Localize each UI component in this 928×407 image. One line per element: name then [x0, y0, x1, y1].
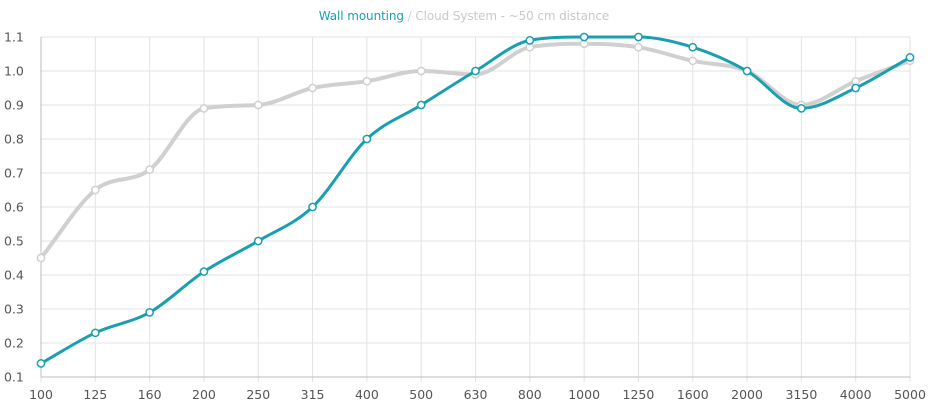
chart-title: Wall mounting / Cloud System - ~50 cm di…: [0, 9, 928, 23]
title-series-wall[interactable]: Wall mounting: [318, 9, 404, 23]
x-tick-label: 315: [301, 387, 325, 402]
data-point-wall-mounting[interactable]: [362, 134, 372, 144]
data-point-wall-mounting[interactable]: [90, 328, 100, 338]
x-tick-label: 1250: [623, 387, 655, 402]
y-tick-label: 0.5: [4, 234, 24, 249]
data-point-wall-mounting[interactable]: [905, 53, 915, 62]
x-tick-label: 4000: [840, 387, 872, 402]
data-point-cloud-system-50-cm-distance[interactable]: [634, 42, 643, 52]
data-point-wall-mounting[interactable]: [688, 42, 698, 52]
y-tick-label: 0.7: [4, 166, 24, 181]
x-tick-label: 1600: [677, 387, 709, 402]
data-point-cloud-system-50-cm-distance[interactable]: [688, 56, 698, 66]
x-tick-label: 160: [138, 387, 162, 402]
x-tick-label: 100: [29, 387, 53, 402]
data-point-wall-mounting[interactable]: [145, 308, 154, 317]
x-tick-label: 3150: [785, 387, 817, 402]
x-tick-label: 500: [409, 387, 433, 402]
data-point-wall-mounting[interactable]: [797, 104, 806, 113]
x-tick-label: 200: [192, 387, 216, 402]
y-tick-label: 1.1: [4, 30, 24, 45]
data-point-wall-mounting[interactable]: [199, 267, 209, 276]
series-line-wall-mounting[interactable]: [39, 35, 912, 365]
data-point-wall-mounting[interactable]: [416, 100, 426, 110]
data-point-wall-mounting[interactable]: [308, 202, 317, 212]
y-tick-label: 0.2: [4, 336, 24, 351]
data-point-cloud-system-50-cm-distance[interactable]: [362, 76, 372, 86]
data-point-wall-mounting[interactable]: [634, 32, 643, 42]
x-tick-label: 125: [83, 387, 107, 402]
y-tick-label: 0.3: [4, 302, 24, 317]
data-point-cloud-system-50-cm-distance[interactable]: [253, 100, 263, 110]
data-point-cloud-system-50-cm-distance[interactable]: [199, 104, 209, 113]
data-point-wall-mounting[interactable]: [525, 36, 535, 45]
data-point-cloud-system-50-cm-distance[interactable]: [145, 165, 154, 174]
title-series-cloud[interactable]: Cloud System - ~50 cm distance: [415, 9, 610, 23]
data-point-cloud-system-50-cm-distance[interactable]: [36, 253, 46, 263]
data-point-cloud-system-50-cm-distance[interactable]: [90, 185, 100, 195]
data-point-wall-mounting[interactable]: [742, 66, 752, 76]
data-point-cloud-system-50-cm-distance[interactable]: [416, 66, 426, 76]
series-wall-mounting: [36, 32, 915, 368]
data-point-wall-mounting[interactable]: [579, 32, 589, 42]
x-tick-label: 1000: [568, 387, 600, 402]
x-tick-label: 5000: [894, 387, 926, 402]
y-tick-label: 0.1: [4, 370, 24, 385]
x-tick-label: 400: [355, 387, 379, 402]
y-tick-label: 0.6: [4, 200, 24, 215]
y-tick-label: 0.4: [4, 268, 24, 283]
data-point-wall-mounting[interactable]: [471, 66, 480, 76]
y-tick-label: 1.0: [4, 64, 24, 79]
data-point-wall-mounting[interactable]: [851, 83, 861, 93]
x-tick-label: 800: [518, 387, 542, 402]
x-tick-label: 2000: [731, 387, 763, 402]
x-tick-label: 630: [464, 387, 488, 402]
x-tick-label: 250: [246, 387, 270, 402]
data-point-cloud-system-50-cm-distance[interactable]: [308, 83, 317, 93]
grid-group: 0.1 0.2 0.3 0.4 0.5 0.6 0.7 0.8 0.9 1.0 1.1 100 125 1…: [4, 30, 926, 403]
y-tick-label: 0.9: [4, 98, 24, 113]
data-point-wall-mounting[interactable]: [36, 359, 46, 368]
y-tick-label: 0.8: [4, 132, 24, 147]
title-separator: /: [403, 9, 416, 23]
data-point-wall-mounting[interactable]: [253, 236, 263, 246]
